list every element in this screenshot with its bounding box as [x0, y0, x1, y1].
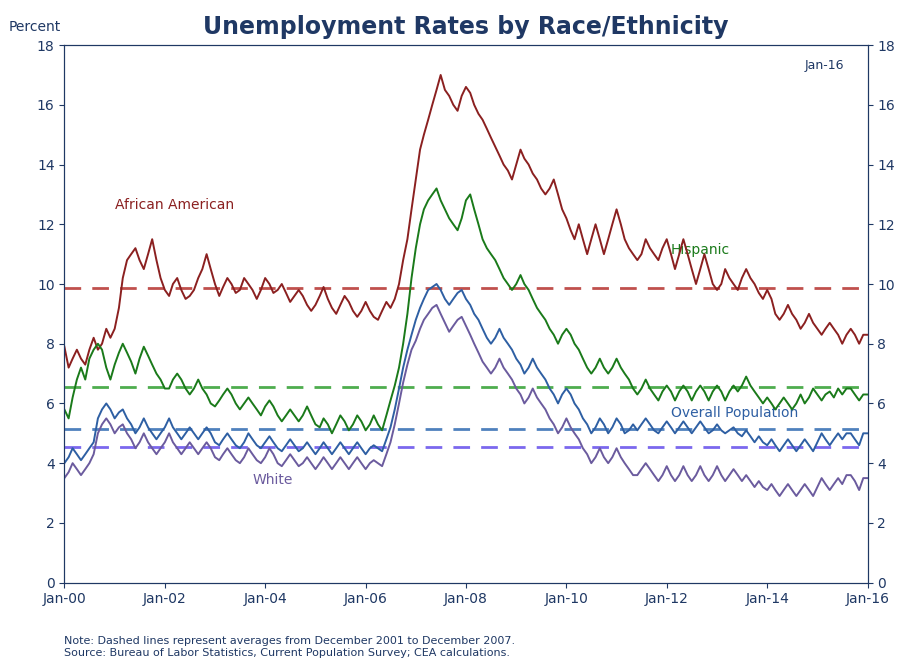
Text: White: White — [252, 473, 293, 487]
Text: Hispanic: Hispanic — [671, 243, 730, 257]
Text: Jan-16: Jan-16 — [804, 59, 844, 72]
Title: Unemployment Rates by Race/Ethnicity: Unemployment Rates by Race/Ethnicity — [203, 15, 729, 39]
Text: Percent: Percent — [8, 20, 60, 34]
Text: African American: African American — [115, 198, 234, 212]
Text: Note: Dashed lines represent averages from December 2001 to December 2007.
Sourc: Note: Dashed lines represent averages fr… — [64, 636, 515, 658]
Text: Overall Population: Overall Population — [671, 406, 798, 420]
